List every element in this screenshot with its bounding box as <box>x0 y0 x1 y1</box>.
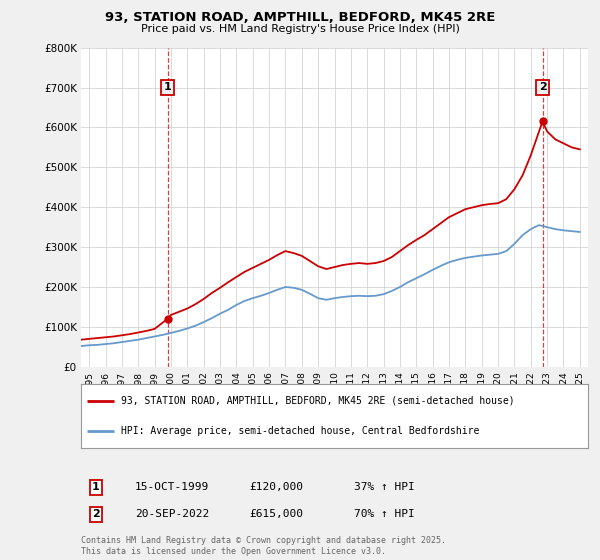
Text: 2: 2 <box>539 82 547 92</box>
Text: 70% ↑ HPI: 70% ↑ HPI <box>354 509 415 519</box>
Text: 20-SEP-2022: 20-SEP-2022 <box>135 509 209 519</box>
Text: 93, STATION ROAD, AMPTHILL, BEDFORD, MK45 2RE (semi-detached house): 93, STATION ROAD, AMPTHILL, BEDFORD, MK4… <box>121 396 514 406</box>
Text: 15-OCT-1999: 15-OCT-1999 <box>135 482 209 492</box>
Text: Contains HM Land Registry data © Crown copyright and database right 2025.
This d: Contains HM Land Registry data © Crown c… <box>81 536 446 556</box>
Text: 2: 2 <box>92 509 100 519</box>
Text: Price paid vs. HM Land Registry's House Price Index (HPI): Price paid vs. HM Land Registry's House … <box>140 24 460 34</box>
Text: £615,000: £615,000 <box>249 509 303 519</box>
Text: 93, STATION ROAD, AMPTHILL, BEDFORD, MK45 2RE: 93, STATION ROAD, AMPTHILL, BEDFORD, MK4… <box>105 11 495 24</box>
Text: 1: 1 <box>92 482 100 492</box>
Text: 37% ↑ HPI: 37% ↑ HPI <box>354 482 415 492</box>
Text: 1: 1 <box>164 82 172 92</box>
Text: £120,000: £120,000 <box>249 482 303 492</box>
Text: HPI: Average price, semi-detached house, Central Bedfordshire: HPI: Average price, semi-detached house,… <box>121 426 479 436</box>
